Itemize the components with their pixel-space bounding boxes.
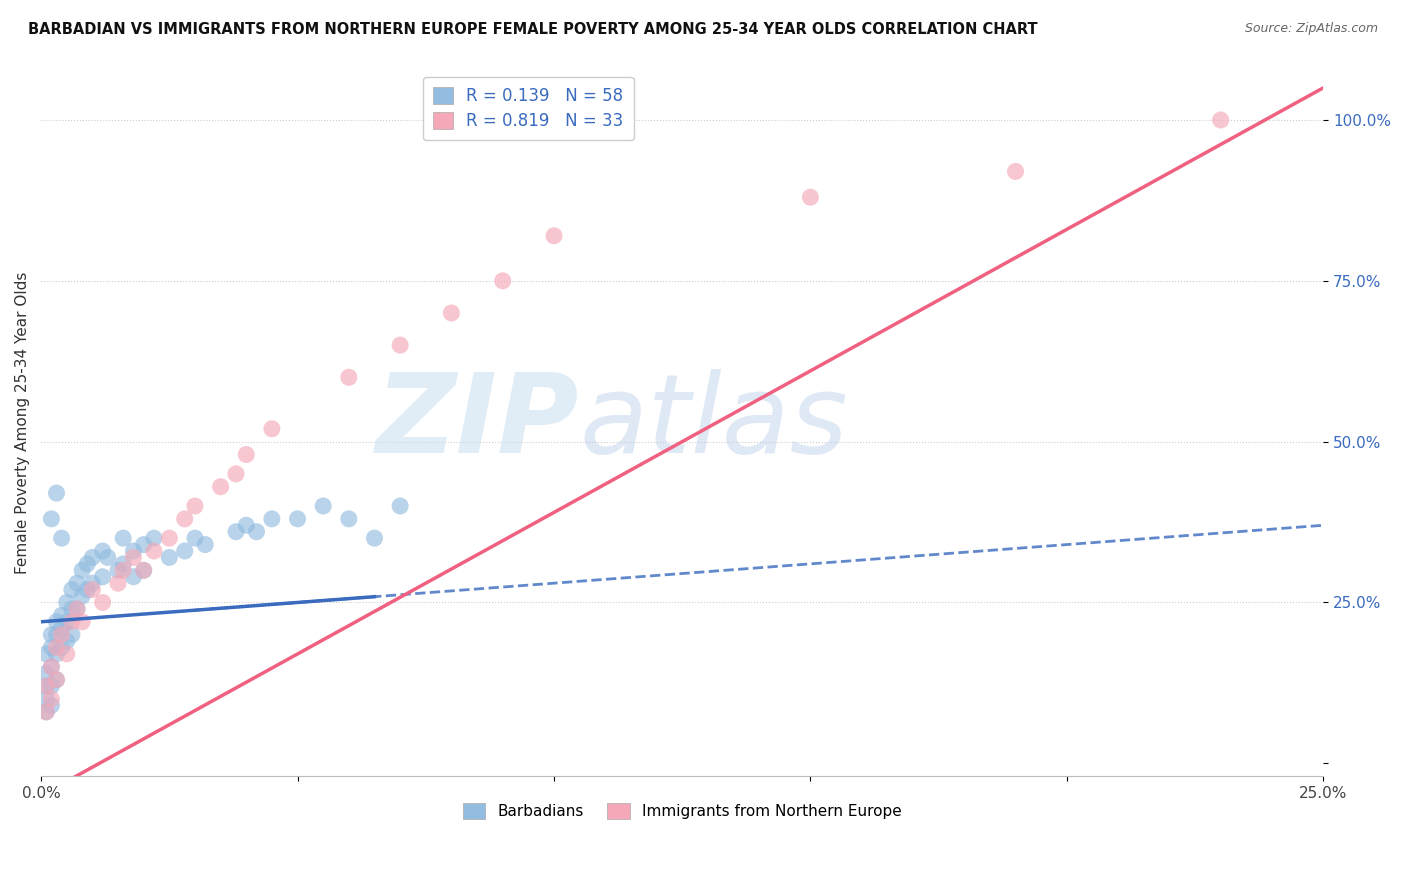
Point	[1004, 164, 1026, 178]
Point	[112, 557, 135, 571]
Point	[66, 576, 89, 591]
Point	[82, 582, 104, 597]
Point	[91, 570, 114, 584]
Point	[45, 673, 67, 687]
Point	[70, 615, 93, 629]
Point	[225, 467, 247, 481]
Point	[363, 531, 385, 545]
Point	[389, 338, 412, 352]
Point	[142, 531, 165, 545]
Point	[76, 557, 98, 571]
Point	[41, 640, 63, 655]
Point	[260, 512, 283, 526]
Point	[337, 512, 360, 526]
Point	[51, 531, 73, 545]
Point	[312, 499, 335, 513]
Point	[389, 499, 412, 513]
Point	[60, 627, 83, 641]
Point	[55, 615, 77, 629]
Point	[82, 576, 104, 591]
Point	[82, 550, 104, 565]
Point	[112, 531, 135, 545]
Point	[122, 570, 145, 584]
Point	[287, 512, 309, 526]
Point	[45, 627, 67, 641]
Point	[91, 595, 114, 609]
Point	[41, 660, 63, 674]
Point	[1209, 113, 1232, 128]
Point	[41, 512, 63, 526]
Point	[76, 582, 98, 597]
Point	[209, 480, 232, 494]
Point	[157, 531, 180, 545]
Point	[35, 647, 58, 661]
Point	[66, 602, 89, 616]
Point	[66, 602, 89, 616]
Text: atlas: atlas	[579, 369, 848, 475]
Point	[45, 615, 67, 629]
Point	[142, 544, 165, 558]
Point	[41, 692, 63, 706]
Point	[60, 615, 83, 629]
Point	[35, 705, 58, 719]
Point	[35, 692, 58, 706]
Point	[245, 524, 267, 539]
Point	[70, 589, 93, 603]
Point	[45, 647, 67, 661]
Point	[157, 550, 180, 565]
Point	[112, 563, 135, 577]
Point	[41, 679, 63, 693]
Point	[41, 660, 63, 674]
Point	[41, 627, 63, 641]
Point	[51, 608, 73, 623]
Point	[45, 673, 67, 687]
Point	[440, 306, 463, 320]
Point	[51, 621, 73, 635]
Point	[45, 640, 67, 655]
Point	[260, 422, 283, 436]
Legend: Barbadians, Immigrants from Northern Europe: Barbadians, Immigrants from Northern Eur…	[457, 797, 908, 825]
Text: Source: ZipAtlas.com: Source: ZipAtlas.com	[1244, 22, 1378, 36]
Point	[41, 698, 63, 713]
Point	[184, 531, 207, 545]
Point	[55, 595, 77, 609]
Y-axis label: Female Poverty Among 25-34 Year Olds: Female Poverty Among 25-34 Year Olds	[15, 271, 30, 574]
Point	[132, 563, 155, 577]
Text: ZIP: ZIP	[377, 369, 579, 475]
Point	[51, 627, 73, 641]
Point	[122, 550, 145, 565]
Point	[122, 544, 145, 558]
Point	[107, 576, 129, 591]
Point	[60, 602, 83, 616]
Point	[132, 563, 155, 577]
Text: BARBADIAN VS IMMIGRANTS FROM NORTHERN EUROPE FEMALE POVERTY AMONG 25-34 YEAR OLD: BARBADIAN VS IMMIGRANTS FROM NORTHERN EU…	[28, 22, 1038, 37]
Point	[55, 634, 77, 648]
Point	[55, 647, 77, 661]
Point	[107, 563, 129, 577]
Point	[184, 499, 207, 513]
Point	[51, 640, 73, 655]
Point	[337, 370, 360, 384]
Point	[35, 705, 58, 719]
Point	[35, 666, 58, 681]
Point	[132, 538, 155, 552]
Point	[173, 512, 195, 526]
Point	[543, 228, 565, 243]
Point	[492, 274, 515, 288]
Point	[173, 544, 195, 558]
Point	[70, 563, 93, 577]
Point	[35, 679, 58, 693]
Point	[35, 679, 58, 693]
Point	[194, 538, 217, 552]
Point	[45, 486, 67, 500]
Point	[235, 448, 257, 462]
Point	[97, 550, 120, 565]
Point	[60, 582, 83, 597]
Point	[225, 524, 247, 539]
Point	[91, 544, 114, 558]
Point	[799, 190, 821, 204]
Point	[235, 518, 257, 533]
